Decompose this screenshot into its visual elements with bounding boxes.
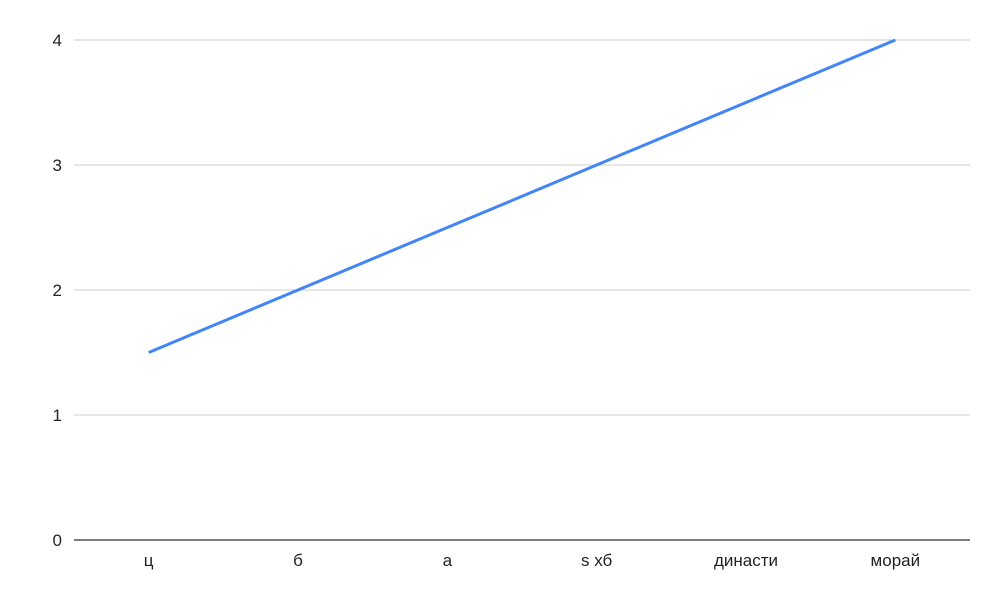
series-group: [148, 38, 896, 354]
series-line: [148, 38, 896, 354]
x-tick-label: б: [293, 551, 303, 570]
x-tick-label: s хб: [581, 551, 613, 570]
y-tick-label: 4: [53, 31, 62, 50]
y-tick-label: 1: [53, 406, 62, 425]
y-tick-label: 3: [53, 156, 62, 175]
x-tick-label: династи: [714, 551, 778, 570]
y-axis-ticks: 0 1 2 3 4: [53, 31, 62, 550]
x-tick-label: ц: [144, 551, 154, 570]
y-tick-label: 0: [53, 531, 62, 550]
x-axis-ticks: ц б а s хб династи морай: [144, 551, 920, 570]
x-tick-label: морай: [871, 551, 921, 570]
y-tick-label: 2: [53, 281, 62, 300]
gridlines: [74, 39, 970, 416]
x-tick-label: а: [443, 551, 453, 570]
